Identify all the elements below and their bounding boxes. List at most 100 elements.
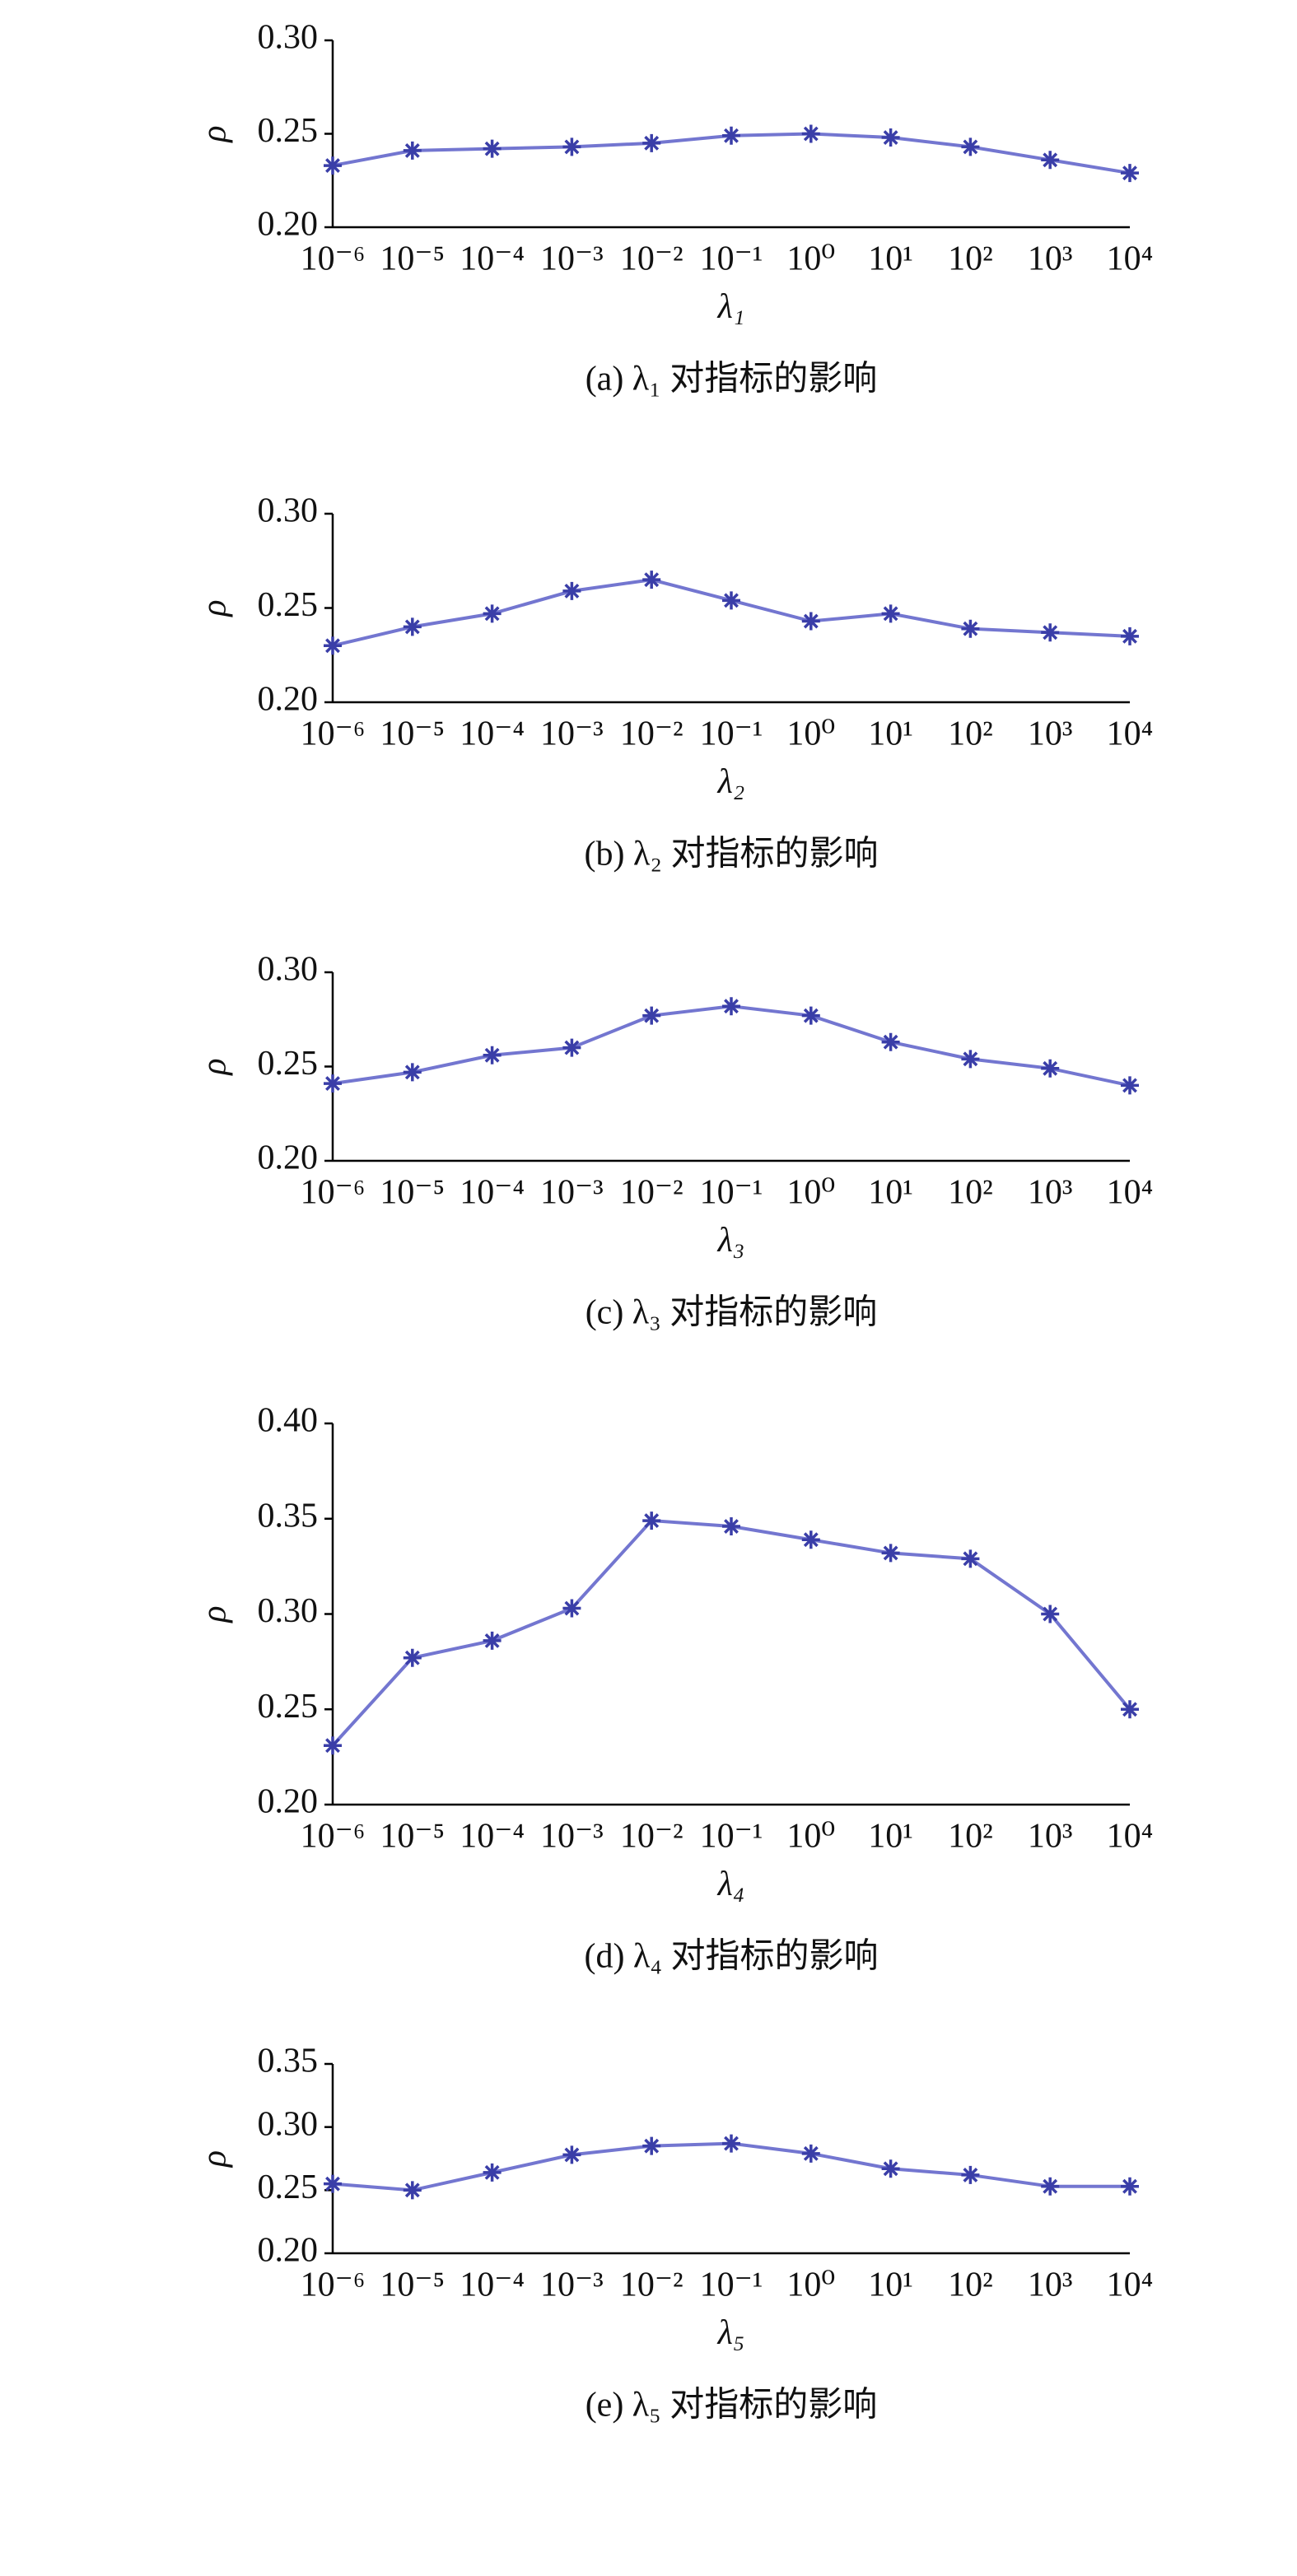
marker <box>562 137 581 156</box>
x-tick-label: 10¹ <box>868 715 913 753</box>
marker <box>801 124 820 143</box>
x-tick-label: 10³ <box>1028 1174 1073 1212</box>
data-line <box>332 578 1131 648</box>
y-label: ρ <box>196 1605 234 1623</box>
x-tick-label: 10⁰ <box>786 240 835 278</box>
marker <box>642 571 661 589</box>
marker <box>403 1648 422 1667</box>
marker <box>881 2159 900 2178</box>
x-tick-label: 10⁻⁴ <box>460 715 525 753</box>
caption: (e) λ₅ 对指标的影响 <box>586 2387 878 2425</box>
y-tick-label: 0.25 <box>258 112 319 150</box>
x-tick-label: 10⁻³ <box>540 240 604 278</box>
x-tick-label: 10⁻⁵ <box>380 2266 445 2304</box>
marker <box>324 1736 342 1755</box>
x-tick-label: 10⁻⁵ <box>380 240 445 278</box>
marker <box>403 2181 422 2200</box>
marker <box>961 137 980 156</box>
x-tick-label: 10⁻² <box>620 1818 683 1856</box>
y-tick-label: 0.25 <box>258 1688 319 1726</box>
y-tick-label: 0.20 <box>258 206 319 244</box>
x-tick-label: 10⁻⁴ <box>460 2266 525 2304</box>
marker <box>1121 164 1139 183</box>
x-tick-label: 10² <box>948 2266 993 2304</box>
x-tick-label: 10⁴ <box>1107 2266 1154 2304</box>
y-tick-label: 0.25 <box>258 1045 319 1083</box>
data-line <box>331 1519 1131 1747</box>
marker <box>642 1512 661 1530</box>
marker <box>1041 1059 1060 1078</box>
marker <box>324 636 342 655</box>
y-tick-label: 0.35 <box>258 1497 319 1535</box>
x-tick-label: 10⁻¹ <box>700 1174 763 1212</box>
x-tick-label: 10⁻² <box>620 1174 683 1212</box>
x-label: λ₅ <box>716 2314 745 2352</box>
marker <box>961 1050 980 1069</box>
marker <box>642 133 661 152</box>
y-tick-label: 0.20 <box>258 2232 319 2270</box>
x-tick-label: 10² <box>948 715 993 753</box>
marker <box>722 591 740 610</box>
x-tick-label: 10⁻⁴ <box>460 1818 525 1856</box>
marker <box>722 1517 740 1536</box>
marker <box>562 581 581 600</box>
marker <box>562 2145 581 2164</box>
x-tick-label: 10⁻³ <box>540 2266 604 2304</box>
x-tick-label: 10³ <box>1028 2266 1073 2304</box>
x-tick-label: 10⁻⁶ <box>301 715 366 753</box>
x-label: λ₁ <box>716 288 745 326</box>
marker <box>1041 2177 1060 2196</box>
marker <box>642 1006 661 1025</box>
y-label: ρ <box>196 2150 234 2168</box>
x-tick-label: 10⁴ <box>1107 1818 1154 1856</box>
x-tick-label: 10⁻² <box>620 715 683 753</box>
y-tick-label: 0.25 <box>258 586 319 624</box>
x-tick-label: 10⁻³ <box>540 1818 604 1856</box>
marker <box>1041 623 1060 642</box>
x-tick-label: 10⁻¹ <box>700 2266 763 2304</box>
y-tick-label: 0.25 <box>258 2168 319 2206</box>
y-tick-label: 0.30 <box>258 2105 319 2143</box>
marker <box>801 2144 820 2163</box>
x-tick-label: 10⁻⁵ <box>380 1818 445 1856</box>
marker <box>881 128 900 147</box>
x-tick-label: 10⁴ <box>1107 1174 1154 1212</box>
marker <box>722 126 740 145</box>
x-tick-label: 10⁻⁶ <box>301 240 366 278</box>
x-tick-label: 10⁻³ <box>540 1174 604 1212</box>
marker <box>324 156 342 175</box>
marker <box>1121 1700 1139 1719</box>
x-tick-label: 10¹ <box>868 1174 913 1212</box>
marker <box>722 2134 740 2153</box>
x-tick-label: 10⁻⁴ <box>460 1174 525 1212</box>
y-tick-label: 0.30 <box>258 492 319 530</box>
marker <box>1121 2177 1139 2196</box>
marker <box>403 141 422 160</box>
y-tick-label: 0.20 <box>258 1783 319 1821</box>
x-tick-label: 10³ <box>1028 240 1073 278</box>
x-tick-label: 10² <box>948 1818 993 1856</box>
marker <box>562 1038 581 1057</box>
marker <box>483 604 502 623</box>
x-tick-label: 10¹ <box>868 2266 913 2304</box>
caption: (b) λ₂ 对指标的影响 <box>585 836 879 873</box>
y-tick-label: 0.30 <box>258 1592 319 1630</box>
x-tick-label: 10⁴ <box>1107 715 1154 753</box>
x-tick-label: 10⁻⁶ <box>301 1818 366 1856</box>
x-tick-label: 10⁻³ <box>540 715 604 753</box>
marker <box>483 139 502 158</box>
x-label: λ₂ <box>716 763 745 801</box>
marker <box>961 619 980 638</box>
y-label: ρ <box>196 125 234 143</box>
caption: (d) λ₄ 对指标的影响 <box>585 1938 879 1976</box>
x-tick-label: 10¹ <box>868 1818 913 1856</box>
x-tick-label: 10⁴ <box>1107 240 1154 278</box>
marker <box>801 1006 820 1025</box>
x-tick-label: 10⁰ <box>786 1174 835 1212</box>
y-label: ρ <box>196 1058 234 1076</box>
marker <box>961 2165 980 2184</box>
marker <box>881 1032 900 1051</box>
x-tick-label: 10⁻⁵ <box>380 1174 445 1212</box>
x-tick-label: 10⁻¹ <box>700 715 763 753</box>
